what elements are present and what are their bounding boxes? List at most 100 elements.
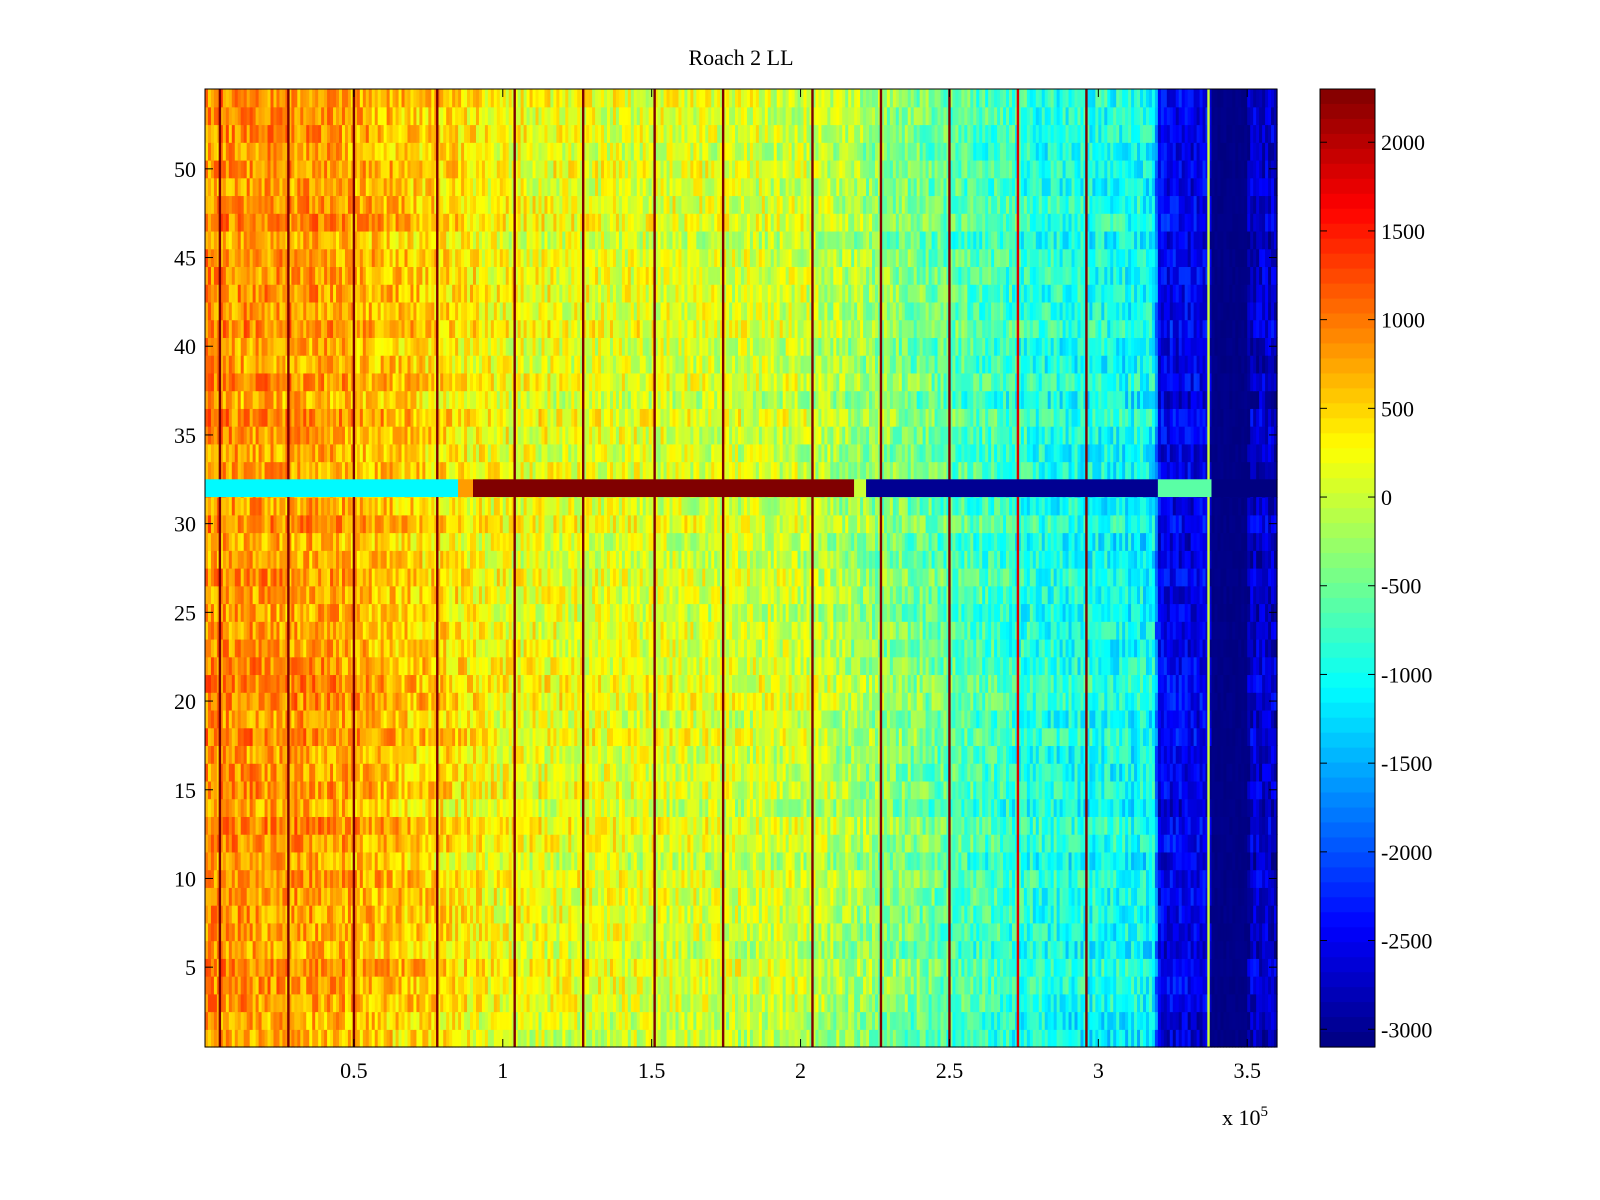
heatmap-cell	[508, 993, 513, 1013]
heatmap-cell	[1086, 1029, 1090, 1048]
heatmap-cell	[1253, 1029, 1257, 1048]
heatmap-cell	[535, 1011, 540, 1030]
heatmap-cell	[1098, 1029, 1102, 1048]
heatmap-cell	[618, 1011, 623, 1030]
heatmap-cell	[523, 993, 528, 1013]
heatmap-cell	[958, 993, 962, 1013]
heatmap-cell	[1062, 1029, 1067, 1048]
heatmap-cell	[1131, 976, 1135, 995]
heatmap-cell	[916, 1011, 921, 1030]
heatmap-cell	[589, 1011, 593, 1030]
heatmap-cell	[407, 976, 412, 995]
heatmap-cell	[875, 1029, 879, 1048]
heatmap-cell	[440, 976, 444, 995]
heatmap-cell	[773, 1011, 778, 1030]
heatmap-cell	[389, 1011, 394, 1030]
heatmap-cell	[952, 1029, 956, 1048]
heatmap-cell	[1274, 993, 1278, 1013]
heatmap-cell	[258, 1029, 263, 1048]
heatmap-cell	[702, 1029, 706, 1048]
heatmap-cell	[693, 976, 697, 995]
heatmap-cell	[702, 976, 706, 995]
heatmap-cell	[729, 976, 733, 995]
heatmap-cell	[705, 993, 709, 1013]
heatmap-cell	[1107, 993, 1111, 1013]
heatmap-cell	[425, 1029, 429, 1048]
heatmap-cell	[1026, 976, 1031, 995]
heatmap-cell	[767, 993, 772, 1013]
heatmap-cell	[1122, 976, 1126, 995]
heatmap-cell	[333, 1011, 337, 1030]
heatmap-cell	[1196, 1029, 1201, 1048]
heatmap-cell	[416, 993, 420, 1013]
heatmap-cell	[857, 1011, 861, 1030]
heatmap-cell	[225, 1029, 230, 1048]
heatmap-cell	[675, 1011, 680, 1030]
heatmap-cell	[824, 976, 828, 995]
heatmap-cell	[1098, 976, 1102, 995]
heatmap-cell	[464, 976, 468, 995]
heatmap-cell	[758, 976, 763, 995]
heatmap-cell	[1122, 1011, 1126, 1030]
heatmap-cell	[1140, 1029, 1144, 1048]
heatmap-cell	[1068, 1011, 1073, 1030]
heatmap-cell	[1080, 976, 1085, 995]
heatmap-cell	[612, 1011, 617, 1030]
heatmap-cell	[1026, 1029, 1031, 1048]
heatmap-cell	[1250, 1011, 1254, 1030]
heatmap-cell	[562, 1029, 566, 1048]
heatmap-cell	[532, 993, 537, 1013]
heatmap-cell	[979, 1029, 983, 1048]
heatmap-cell	[449, 976, 453, 995]
heatmap-cell	[517, 1029, 522, 1048]
heatmap-cell	[955, 1011, 959, 1030]
heatmap-cell	[327, 976, 331, 995]
heatmap-cell	[336, 1029, 340, 1048]
heatmap-cell	[398, 1011, 403, 1030]
heatmap-cell	[341, 1029, 346, 1048]
heatmap-cell	[401, 1029, 406, 1048]
heatmap-cell	[356, 1029, 361, 1048]
heatmap-cell	[395, 1011, 400, 1030]
heatmap-cell	[240, 976, 245, 995]
heatmap-cell	[1041, 1029, 1046, 1048]
heatmap-cell	[964, 1011, 968, 1030]
heatmap-cell	[800, 1029, 805, 1048]
heatmap-cell	[344, 993, 349, 1013]
heatmap-cell	[1038, 993, 1043, 1013]
heatmap-cell	[648, 1029, 653, 1048]
heatmap-cell	[907, 1011, 912, 1030]
heatmap-cell	[1053, 976, 1058, 995]
heatmap-cell	[574, 1029, 578, 1048]
heatmap-cell	[1065, 993, 1070, 1013]
heatmap-cell	[538, 1029, 543, 1048]
heatmap-cell	[422, 993, 426, 1013]
heatmap-cell	[270, 976, 275, 995]
heatmap-cell	[407, 1011, 412, 1030]
heatmap-cell	[562, 1011, 566, 1030]
heatmap-cell	[1131, 1011, 1135, 1030]
heatmap-cell	[1193, 1011, 1198, 1030]
heatmap-cell	[967, 993, 971, 1013]
heatmap-cell	[452, 976, 456, 995]
heatmap-cell	[961, 976, 965, 995]
heatmap-cell	[1140, 1011, 1144, 1030]
heatmap-cell	[735, 1029, 739, 1048]
heatmap-cell	[988, 1011, 992, 1030]
heatmap-cell	[1238, 1011, 1242, 1030]
heatmap-cell	[267, 976, 272, 995]
heatmap-cell	[1175, 993, 1180, 1013]
heatmap-cell	[392, 976, 397, 995]
heatmap-cell	[621, 1011, 626, 1030]
heatmap-cell	[502, 976, 507, 995]
heatmap-cell	[243, 1011, 248, 1030]
heatmap-cell	[392, 1029, 397, 1048]
heatmap-cell	[663, 993, 668, 1013]
heatmap-cell	[886, 976, 891, 995]
heatmap-cell	[973, 993, 977, 1013]
heatmap-cell	[1160, 1011, 1165, 1030]
heatmap-cell	[621, 1029, 626, 1048]
heatmap-cell	[380, 993, 385, 1013]
heatmap-cell	[487, 976, 492, 995]
heatmap-cell	[410, 976, 415, 995]
